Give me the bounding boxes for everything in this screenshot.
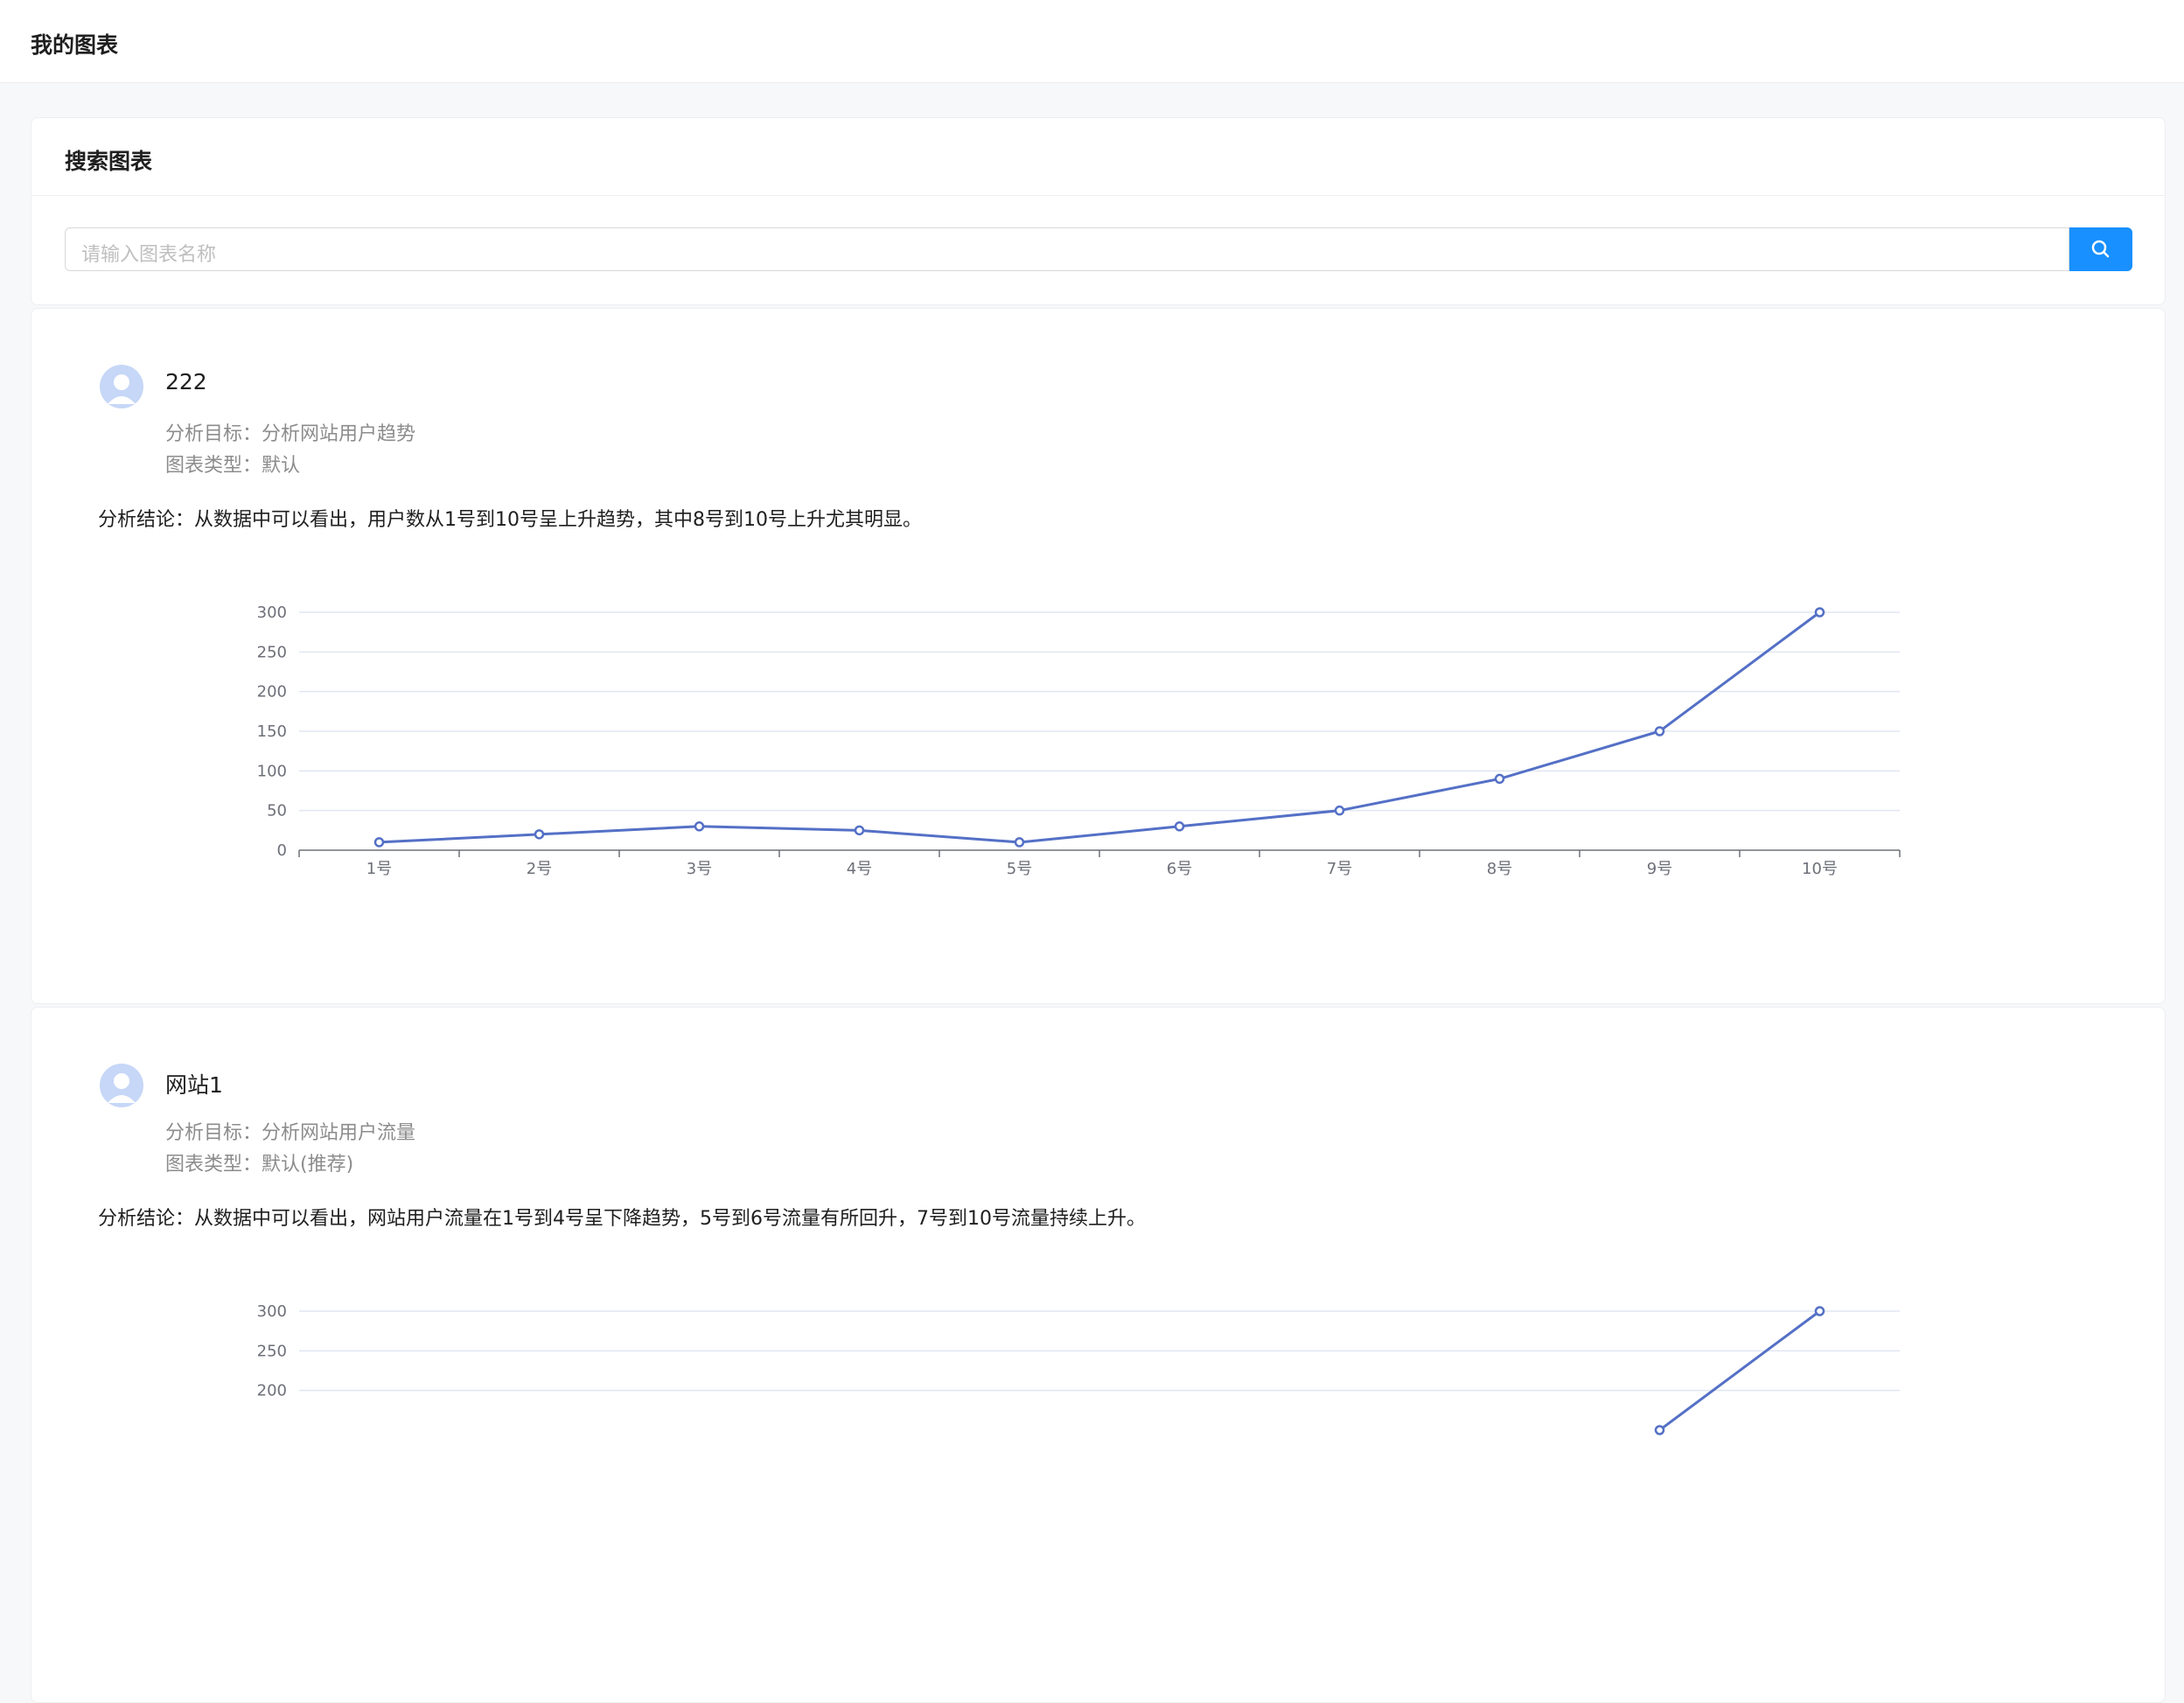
y-tick-label: 300 [257, 1302, 287, 1321]
chart-type: 图表类型：默认(推荐) [165, 1154, 354, 1176]
conclusion: 分析结论：从数据中可以看出，用户数从1号到10号呈上升趋势，其中8号到10号上升… [98, 509, 922, 531]
point [1654, 726, 1665, 736]
line [1658, 1309, 1821, 1432]
y-tick-label: 100 [257, 762, 287, 780]
y-tick-label: 250 [257, 1342, 287, 1360]
page-title: 我的图表 [31, 32, 119, 58]
x-tick-label: 5号 [1007, 860, 1032, 878]
avatar-body [108, 1095, 136, 1103]
y-tick-label: 200 [257, 1382, 287, 1400]
avatar-body [108, 396, 136, 404]
avatar-head [114, 374, 129, 390]
conclusion: 分析结论：从数据中可以看出，网站用户流量在1号到4号呈下降趋势，5号到6号流量有… [98, 1208, 1146, 1230]
y-tick-label: 300 [257, 604, 287, 622]
line [379, 611, 1821, 844]
chart: 0 50 100 150 200 250 300 1号 2号 3号 4号 5号 6号 7号 8号 9号 10号 [257, 604, 1901, 878]
x-tick-label: 4号 [847, 860, 872, 878]
chart-type: 图表类型：默认 [165, 455, 301, 477]
x-tick-label: 10号 [1802, 860, 1838, 878]
search-input[interactable]: 请输入图表名称 [65, 227, 2069, 271]
top-bar: 我的图表 [0, 0, 2184, 83]
point [1814, 1306, 1825, 1316]
x-tick-label: 6号 [1167, 860, 1192, 878]
point [1174, 821, 1185, 832]
chart-name: 222 [165, 369, 207, 394]
x-tick-label: 7号 [1327, 860, 1352, 878]
point [854, 825, 865, 836]
x-tick-label: 1号 [366, 860, 392, 878]
avatar [100, 365, 143, 408]
point [1334, 805, 1345, 816]
chart-goal: 分析目标：分析网站用户流量 [165, 1122, 416, 1144]
y-tick-label: 150 [257, 722, 287, 741]
chart-name: 网站1 [165, 1072, 223, 1098]
point [694, 821, 705, 832]
avatar [100, 1064, 143, 1107]
chart: 200 250 300 [257, 1302, 1900, 1435]
y-tick-label: 250 [257, 643, 287, 661]
placeholder: 请输入图表名称 [81, 244, 217, 266]
search-title: 搜索图表 [65, 149, 153, 174]
y-tick-label: 200 [257, 683, 287, 701]
avatar-head [114, 1073, 129, 1089]
x-tick-label: 9号 [1647, 860, 1672, 878]
point [534, 829, 545, 840]
y-tick-label: 50 [267, 802, 287, 820]
x-tick-label: 8号 [1487, 860, 1512, 878]
search-icon [2091, 240, 2110, 258]
x-tick-label: 3号 [687, 860, 712, 878]
point [1814, 607, 1825, 618]
search-card: 搜索图表 请输入图表名称 [31, 117, 2166, 305]
point [1654, 1425, 1665, 1435]
point [373, 837, 385, 848]
chart-card: 网站1 分析目标：分析网站用户流量 图表类型：默认(推荐) 分析结论：从数据中可以看出… [31, 1007, 2166, 1703]
y-tick-label: 0 [277, 841, 287, 860]
chart-goal: 分析目标：分析网站用户趋势 [165, 423, 416, 445]
point [1014, 837, 1025, 848]
divider [31, 195, 2165, 196]
x-tick-label: 2号 [527, 860, 552, 878]
point [1494, 773, 1505, 785]
search-button[interactable] [2069, 227, 2132, 271]
chart-card: 222 分析目标：分析网站用户趋势 图表类型：默认分析结论：从数据中可以看出，用户数… [31, 308, 2166, 1004]
